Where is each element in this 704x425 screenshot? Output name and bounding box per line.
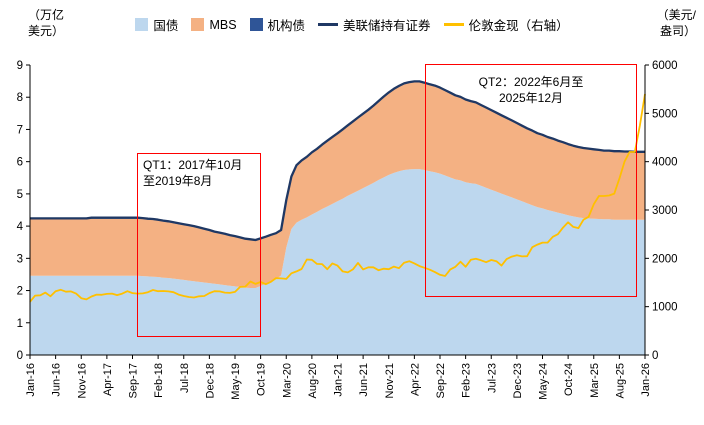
qt2-annotation-line2: 2025年12月 xyxy=(498,91,564,105)
qt2-annotation-line1: QT2：2022年6月至 xyxy=(478,75,584,89)
right-axis-tick-label: 0 xyxy=(652,350,658,362)
x-axis-tick-label: Mar-25 xyxy=(589,363,601,398)
x-axis-tick-label: Apr-17 xyxy=(102,363,114,396)
left-axis-tick-label: 0 xyxy=(17,350,23,362)
left-axis-unit-label: （万亿 美元） xyxy=(28,7,64,39)
x-axis-tick-label: Jul-18 xyxy=(179,363,191,393)
right-axis-unit-line2: 盎司） xyxy=(659,24,696,38)
x-axis-tick-label: Dec-18 xyxy=(204,363,216,398)
x-axis-tick-label: Jan-21 xyxy=(333,363,345,397)
fed-holdings-line xyxy=(30,80,645,242)
right-axis-tick-label: 5000 xyxy=(652,108,678,120)
x-axis-tick-label: Feb-18 xyxy=(153,363,165,398)
legend-label-fed-total: 美联储持有证券 xyxy=(343,19,431,33)
left-axis-tick-label: 5 xyxy=(17,189,23,201)
left-axis-tick-label: 3 xyxy=(17,253,23,265)
treasury-swatch-icon xyxy=(135,18,149,31)
legend-item-agency: 机构债 xyxy=(249,15,306,34)
x-axis-tick-label: Dec-23 xyxy=(512,363,524,398)
legend-item-gold: 伦敦金现（右轴） xyxy=(443,15,569,34)
right-axis-unit-line1: （美元/ xyxy=(656,8,696,22)
legend: 国债 MBS 机构债 美联储持有证券 伦敦金现（右轴） xyxy=(0,15,704,34)
left-axis-tick-label: 2 xyxy=(17,286,23,298)
left-axis-tick-label: 6 xyxy=(17,157,23,169)
x-axis-tick-label: May-24 xyxy=(538,363,550,400)
x-axis-tick-label: Sep-17 xyxy=(128,363,140,398)
x-axis-tick-label: Feb-23 xyxy=(461,363,473,398)
x-axis-tick-label: Aug-20 xyxy=(307,363,319,398)
qt1-highlight-box: QT1：2017年10月 至2019年8月 xyxy=(137,153,261,337)
x-axis-tick-label: Aug-25 xyxy=(614,363,626,398)
legend-item-fed-total: 美联储持有证券 xyxy=(318,15,431,34)
left-axis-tick-label: 1 xyxy=(17,318,23,330)
qt1-annotation-line1: QT1：2017年10月 xyxy=(143,158,243,172)
x-axis-tick-label: Apr-22 xyxy=(409,363,421,396)
right-axis-tick-label: 6000 xyxy=(652,60,678,72)
legend-label-gold: 伦敦金现（右轴） xyxy=(468,19,569,33)
x-axis-tick-label: Oct-24 xyxy=(563,363,575,396)
agency-swatch-icon xyxy=(249,18,263,31)
qt2-highlight-box: QT2：2022年6月至 2025年12月 xyxy=(425,64,637,297)
x-axis-tick-label: May-19 xyxy=(230,363,242,400)
x-axis-tick-label: Mar-20 xyxy=(281,363,293,398)
right-axis-tick-label: 4000 xyxy=(652,157,678,169)
left-axis-unit-line2: 美元） xyxy=(28,24,65,38)
right-axis-unit-label: （美元/ 盎司） xyxy=(657,7,696,39)
left-axis-unit-line1: （万亿 xyxy=(28,8,65,22)
mbs-area xyxy=(30,81,645,288)
x-axis-tick-label: Nov-16 xyxy=(76,363,88,398)
x-axis-tick-label: Sep-22 xyxy=(435,363,447,398)
qt1-annotation: QT1：2017年10月 至2019年8月 xyxy=(138,154,260,189)
x-axis-tick-label: Jun-21 xyxy=(358,363,370,397)
left-axis-tick-label: 7 xyxy=(17,124,23,136)
left-axis-tick-label: 9 xyxy=(17,60,23,72)
x-axis-tick-label: Nov-21 xyxy=(384,363,396,398)
mbs-swatch-icon xyxy=(191,18,205,31)
x-axis-tick-label: Jul-23 xyxy=(486,363,498,393)
x-axis-tick-label: Jun-16 xyxy=(51,363,63,397)
right-axis-tick-label: 3000 xyxy=(652,205,678,217)
treasury-area xyxy=(30,169,645,355)
right-axis-tick-label: 2000 xyxy=(652,253,678,265)
x-axis-tick-label: Jan-26 xyxy=(640,363,652,397)
left-axis-tick-label: 4 xyxy=(17,221,24,233)
qt1-annotation-line2: 至2019年8月 xyxy=(143,174,213,188)
x-axis-tick-label: Jan-16 xyxy=(25,363,37,397)
legend-label-mbs: MBS xyxy=(209,17,237,32)
left-axis-tick-label: 8 xyxy=(17,92,23,104)
legend-label-agency: 机构债 xyxy=(267,19,306,33)
legend-item-mbs: MBS xyxy=(191,17,237,32)
gold-price-line xyxy=(29,93,646,303)
qt2-annotation: QT2：2022年6月至 2025年12月 xyxy=(426,65,636,106)
legend-item-treasury: 国债 xyxy=(135,15,178,34)
right-axis-tick-label: 1000 xyxy=(652,302,678,314)
fed-total-line-swatch-icon xyxy=(318,23,339,26)
legend-label-treasury: 国债 xyxy=(153,19,179,33)
x-axis-tick-label: Oct-19 xyxy=(256,363,268,396)
gold-line-swatch-icon xyxy=(443,23,464,26)
